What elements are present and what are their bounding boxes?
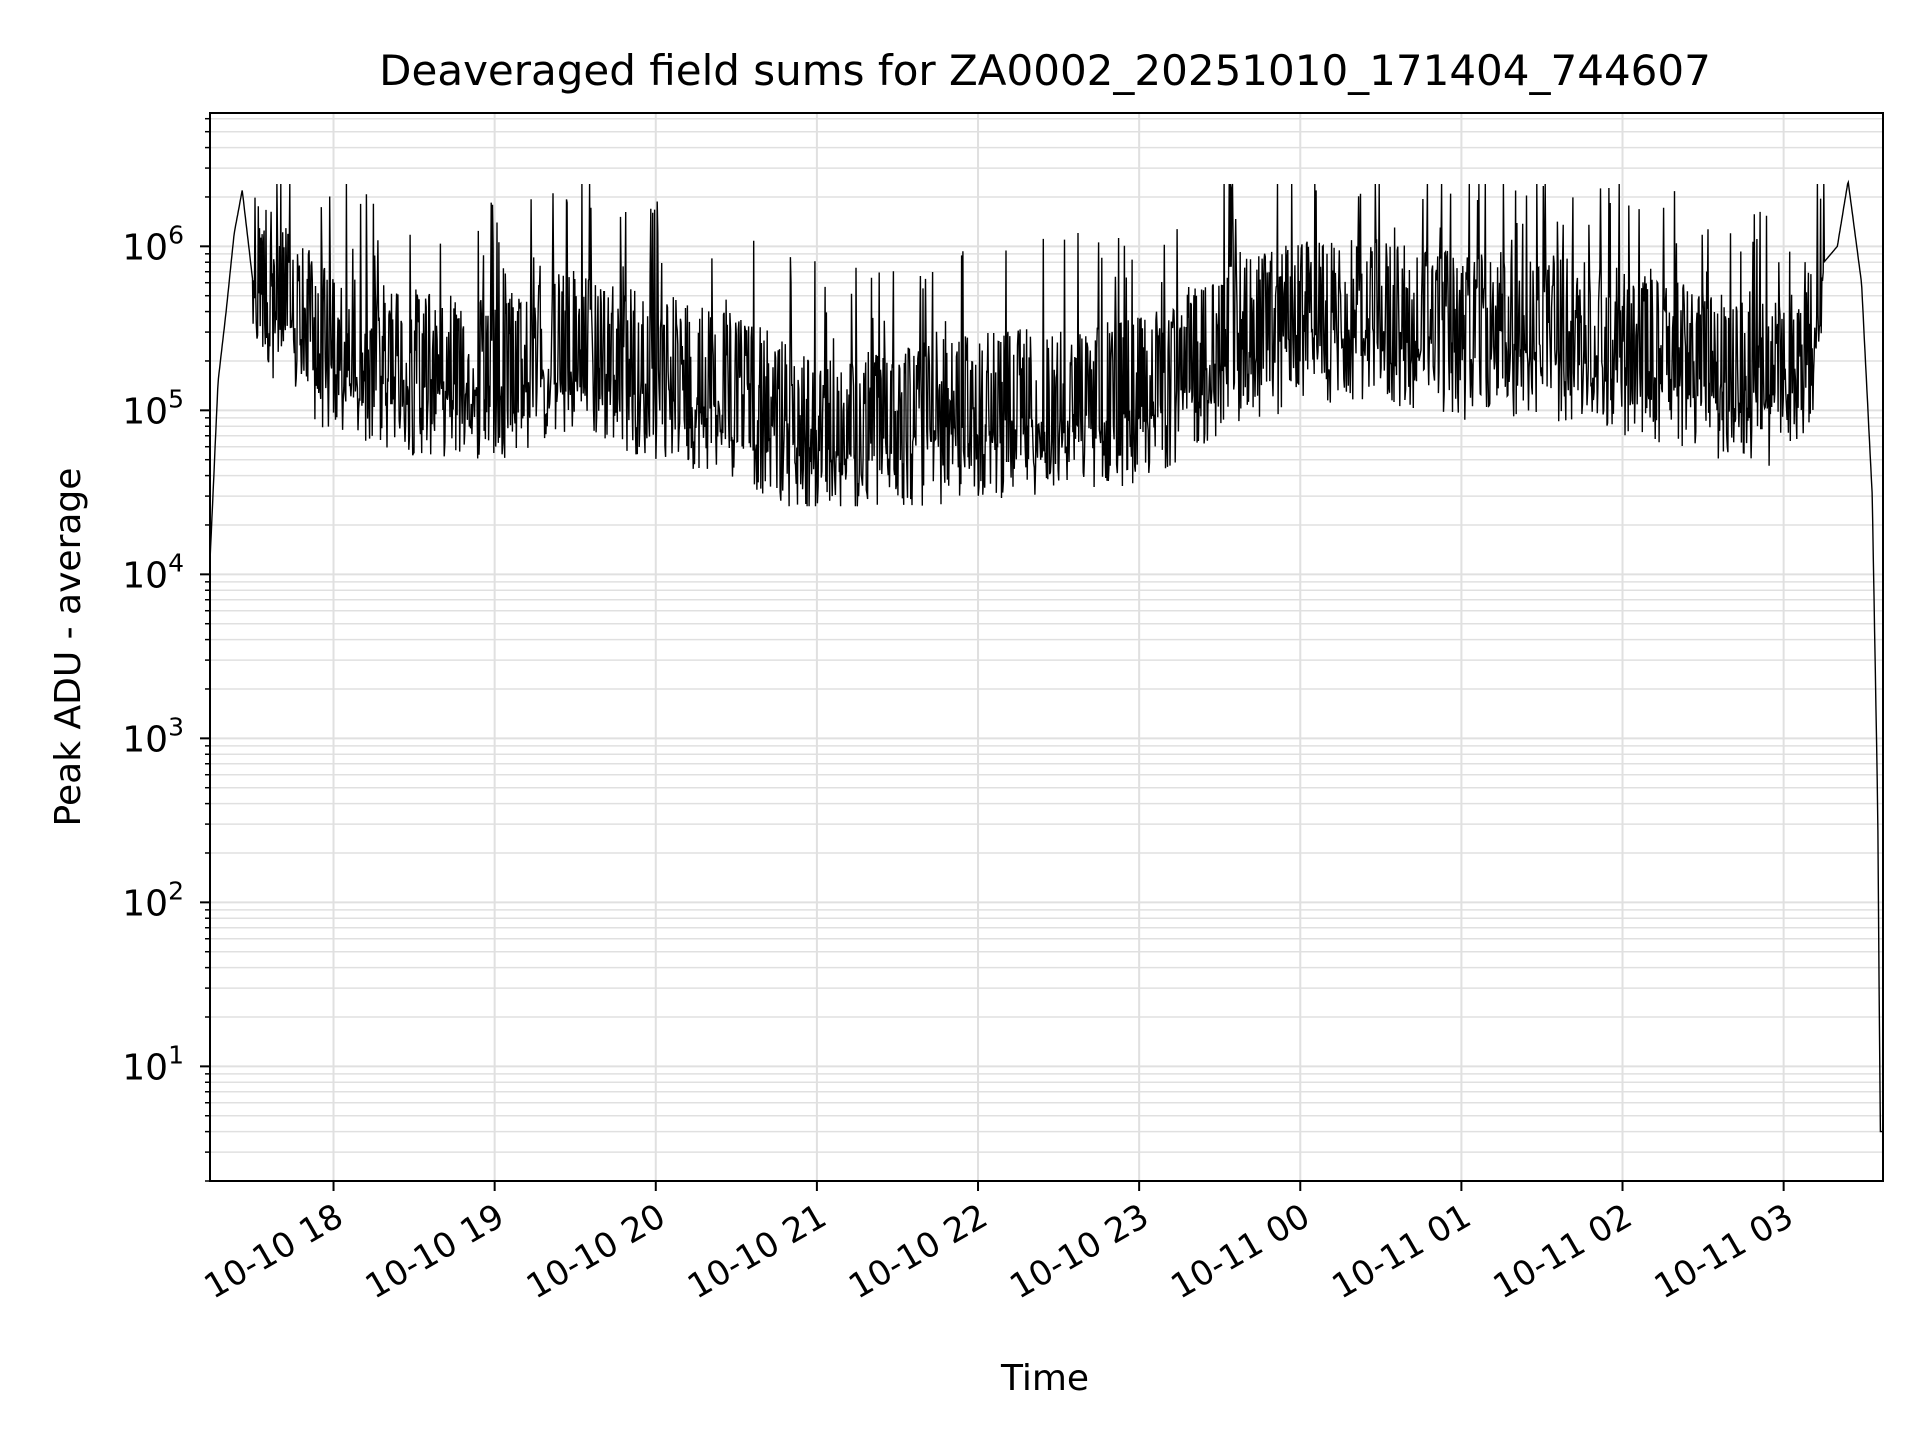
y-tick-label: 103 (122, 712, 184, 760)
chart-title: Deaveraged field sums for ZA0002_2025101… (379, 46, 1711, 95)
y-tick-label: 101 (122, 1040, 184, 1088)
y-axis: 101 102 103 104 105 106 (122, 117, 210, 1182)
series-group (209, 179, 1883, 1133)
plot-frame (209, 112, 1884, 1182)
y-axis-label: Peak ADU - average (48, 468, 89, 827)
y-tick-label: 105 (122, 384, 184, 432)
x-axis-label: Time (1000, 1358, 1089, 1399)
y-tick-label: 106 (122, 220, 184, 268)
y-tick-label: 102 (122, 876, 184, 924)
y-tick-label: 104 (122, 548, 184, 596)
grid (210, 113, 1883, 1182)
series-line (209, 179, 1883, 1133)
